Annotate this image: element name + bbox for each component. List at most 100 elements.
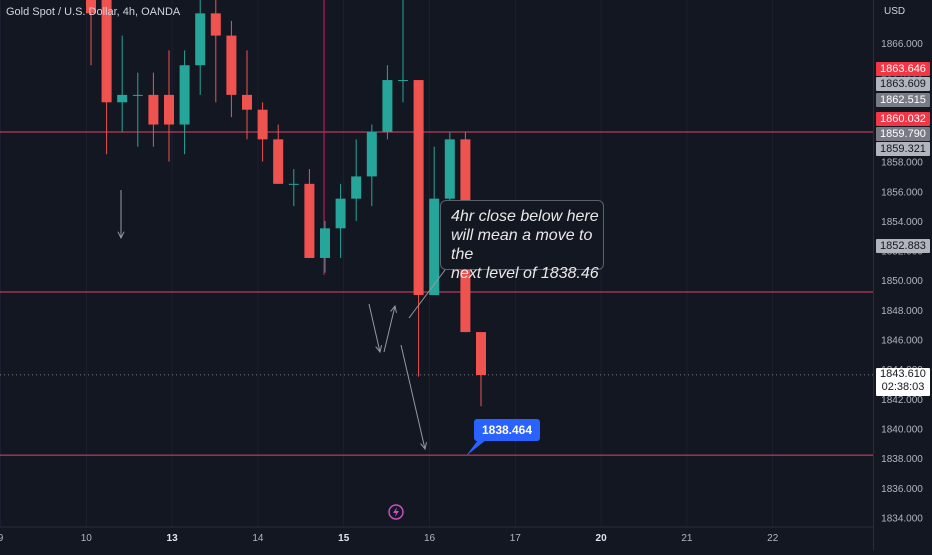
candle-body — [226, 35, 237, 95]
price-tick-label: 1866.000 — [881, 39, 923, 50]
candle-body — [398, 80, 408, 82]
currency-label[interactable]: USD — [884, 6, 906, 17]
candle-body — [195, 13, 206, 66]
bar-countdown: 02:38:03 — [881, 381, 925, 393]
price-tick-label: 1850.000 — [881, 276, 923, 287]
instrument-legend[interactable]: Gold Spot / U.S. Dollar, 4h, OANDA — [6, 6, 181, 18]
candle — [413, 80, 424, 377]
time-axis-label: 17 — [510, 533, 522, 544]
price-tick-label: 1840.000 — [881, 424, 923, 435]
candle-body — [444, 139, 455, 199]
time-axis-label: 14 — [252, 533, 264, 544]
candle-body — [164, 94, 174, 125]
time-axis-label: 16 — [424, 533, 436, 544]
candle-body — [304, 183, 315, 258]
time-axis-label: 15 — [338, 533, 350, 544]
current-price-badge: 1843.610 02:38:03 — [876, 368, 930, 396]
arrow-head — [375, 345, 383, 354]
price-badge: 1860.032 — [876, 112, 930, 126]
candle-body — [148, 94, 159, 125]
candle — [179, 50, 190, 155]
candle — [132, 72, 143, 147]
candle — [257, 102, 268, 162]
time-axis: 9 10 13 14 15 16 17 20 21 22 — [0, 533, 779, 544]
candle-body — [101, 0, 112, 103]
price-tick-label: 1846.000 — [881, 336, 923, 347]
current-price-value: 1843.610 — [880, 368, 926, 380]
candle-body — [273, 139, 284, 184]
badge-pointer — [466, 440, 486, 456]
callout-line-1: 4hr close below here — [451, 208, 599, 225]
candle-body — [366, 131, 377, 177]
price-badge: 1859.321 — [876, 142, 930, 156]
candle-body — [288, 183, 299, 185]
price-badge: 1863.609 — [876, 77, 930, 91]
candle-body — [320, 228, 330, 258]
candle-body — [117, 94, 128, 103]
candle-body — [132, 94, 143, 96]
candle — [273, 124, 284, 184]
candle — [86, 0, 96, 66]
time-axis-label: 22 — [767, 533, 779, 544]
projection-arrows — [117, 190, 486, 456]
price-tick-label: 1858.000 — [881, 158, 923, 169]
candle — [288, 169, 299, 207]
candle-body — [335, 198, 346, 229]
candle-body — [86, 0, 96, 14]
candle-body — [351, 176, 362, 199]
time-axis-label: 21 — [681, 533, 693, 544]
candle-body — [429, 198, 440, 296]
candle — [117, 35, 128, 132]
candle — [366, 124, 377, 207]
callout-line-2: will mean a move to the — [451, 227, 593, 263]
arrow-head — [117, 231, 125, 240]
price-badge: 1863.646 — [876, 62, 930, 76]
arrow-line — [383, 305, 396, 353]
candle-body — [179, 65, 190, 125]
candle-body — [413, 80, 424, 296]
candle-body — [257, 109, 268, 140]
callout-pointer — [408, 269, 446, 319]
arrow-line — [368, 303, 381, 353]
arrow-head — [420, 442, 428, 451]
price-tick-label: 1842.000 — [881, 395, 923, 406]
candle — [476, 332, 486, 407]
lightning-icon[interactable] — [388, 504, 404, 520]
callout-line-3: next level of 1838.46 — [451, 265, 599, 282]
time-axis-label: 9 — [0, 533, 4, 544]
time-axis-label: 20 — [596, 533, 608, 544]
candle — [398, 0, 408, 103]
candle-body — [210, 13, 221, 36]
arrow-line — [400, 344, 426, 450]
target-price-badge[interactable]: 1838.464 — [474, 419, 540, 441]
candle — [148, 72, 159, 147]
candle — [382, 65, 393, 140]
candle — [101, 0, 112, 155]
price-tick-label: 1836.000 — [881, 484, 923, 495]
candle-body — [242, 94, 252, 110]
time-axis-label: 13 — [167, 533, 179, 544]
price-badge: 1852.883 — [876, 239, 930, 253]
candle — [335, 183, 346, 258]
candle-body — [476, 332, 486, 376]
candles — [86, 0, 486, 407]
price-tick-label: 1856.000 — [881, 187, 923, 198]
candle — [164, 50, 174, 162]
time-axis-label: 10 — [81, 533, 93, 544]
candle — [351, 139, 362, 221]
candle — [429, 146, 440, 296]
candle — [210, 0, 221, 103]
price-axis[interactable] — [873, 0, 932, 550]
arrow-head — [390, 304, 397, 313]
candle — [195, 0, 206, 95]
callout-note[interactable]: 4hr close below here will mean a move to… — [440, 200, 604, 282]
price-badge: 1862.515 — [876, 93, 930, 107]
candle — [242, 50, 252, 140]
price-tick-label: 1848.000 — [881, 306, 923, 317]
price-tick-label: 1834.000 — [881, 513, 923, 524]
candle — [226, 20, 237, 118]
candle — [320, 220, 330, 273]
price-tick-label: 1838.000 — [881, 454, 923, 465]
